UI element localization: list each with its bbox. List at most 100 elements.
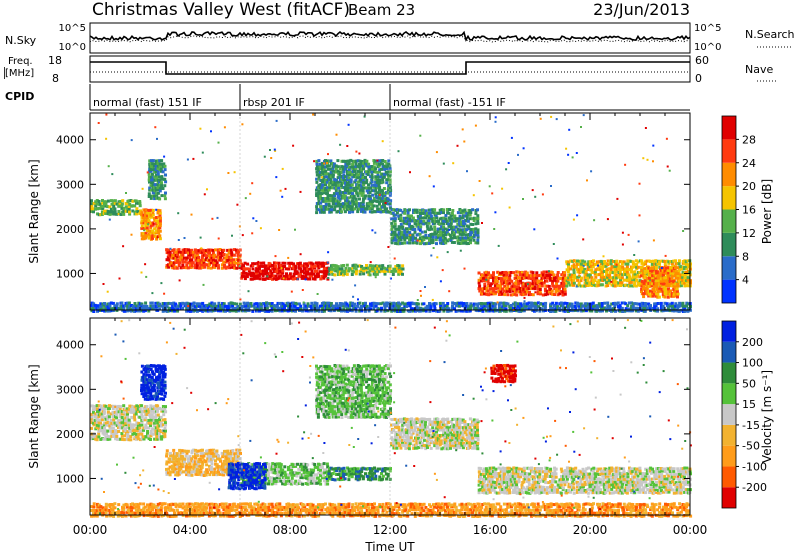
data-cell <box>390 270 394 273</box>
data-cell <box>115 434 119 438</box>
data-cell <box>360 265 364 268</box>
data-cell <box>358 301 362 305</box>
data-cell <box>336 165 340 169</box>
data-cell <box>192 253 195 257</box>
data-cell <box>442 233 445 237</box>
data-cell <box>374 210 378 214</box>
data-cell <box>541 193 544 196</box>
data-cell <box>474 124 477 127</box>
data-cell <box>172 254 176 258</box>
data-cell <box>319 264 323 268</box>
data-cell <box>568 275 572 279</box>
data-cell <box>386 188 390 192</box>
data-cell <box>217 266 220 270</box>
data-cell <box>427 219 431 223</box>
data-cell <box>159 216 162 220</box>
data-cell <box>602 255 605 258</box>
data-cell <box>477 271 481 275</box>
data-cell <box>322 264 326 268</box>
data-cell <box>169 253 173 257</box>
data-cell <box>150 376 154 379</box>
data-cell <box>147 235 151 239</box>
data-cell <box>391 273 395 276</box>
data-cell <box>519 292 523 296</box>
data-cell <box>602 264 606 268</box>
data-cell <box>522 273 526 277</box>
data-cell <box>322 178 326 182</box>
data-cell <box>346 165 348 168</box>
data-cell <box>376 159 379 162</box>
data-cell <box>604 262 608 266</box>
data-cell <box>177 259 181 263</box>
data-cell <box>106 410 110 414</box>
data-cell <box>224 256 228 260</box>
data-cell <box>459 211 463 215</box>
data-cell <box>342 193 346 197</box>
data-cell <box>147 232 151 236</box>
data-cell <box>98 202 102 206</box>
data-cell <box>592 262 596 266</box>
data-cell <box>324 197 327 200</box>
data-cell <box>270 157 273 159</box>
data-cell <box>163 168 167 172</box>
data-cell <box>515 282 519 286</box>
data-cell <box>324 178 328 182</box>
data-cell <box>315 180 319 184</box>
data-cell <box>386 173 390 177</box>
data-cell <box>247 269 251 273</box>
data-cell <box>299 190 302 193</box>
data-cell <box>544 293 548 297</box>
data-cell <box>292 274 296 278</box>
data-cell <box>612 276 616 280</box>
data-cell <box>624 283 628 287</box>
data-cell <box>570 281 574 285</box>
data-cell <box>567 277 570 281</box>
data-cell <box>369 197 372 201</box>
data-cell <box>163 164 167 168</box>
data-cell <box>469 241 472 245</box>
data-cell <box>384 170 388 174</box>
data-cell <box>631 273 635 277</box>
data-cell <box>463 208 467 212</box>
data-cell <box>216 216 219 219</box>
data-cell <box>582 264 585 267</box>
data-cell <box>406 230 410 234</box>
data-cell <box>447 219 451 223</box>
data-cell <box>365 207 369 211</box>
data-cell <box>373 183 376 187</box>
data-cell <box>127 205 131 208</box>
data-cell <box>434 302 438 306</box>
data-cell <box>565 147 568 150</box>
data-cell <box>465 219 469 223</box>
data-cell <box>508 276 512 280</box>
data-cell <box>336 267 340 271</box>
data-cell <box>294 264 298 268</box>
data-cell <box>151 188 155 192</box>
data-cell <box>145 226 149 230</box>
data-cell <box>447 211 451 215</box>
data-cell <box>579 259 583 263</box>
data-cell <box>209 259 213 262</box>
data-cell <box>354 284 357 287</box>
data-cell <box>515 287 519 291</box>
data-cell <box>271 277 274 281</box>
data-cell <box>665 268 669 272</box>
data-cell <box>408 214 411 218</box>
data-cell <box>476 208 479 212</box>
data-cell <box>411 241 415 245</box>
data-cell <box>261 269 265 273</box>
data-cell <box>307 272 311 276</box>
data-cell <box>532 279 536 283</box>
data-cell <box>135 201 138 205</box>
data-cell <box>352 194 356 198</box>
data-cell <box>471 223 475 226</box>
data-cell <box>336 265 340 269</box>
data-cell <box>351 210 355 214</box>
data-cell <box>144 301 148 305</box>
data-cell <box>478 180 481 182</box>
data-cell <box>381 164 385 168</box>
data-cell <box>124 202 128 205</box>
data-cell <box>313 160 316 163</box>
data-cell <box>160 177 164 181</box>
data-cell <box>233 248 236 252</box>
